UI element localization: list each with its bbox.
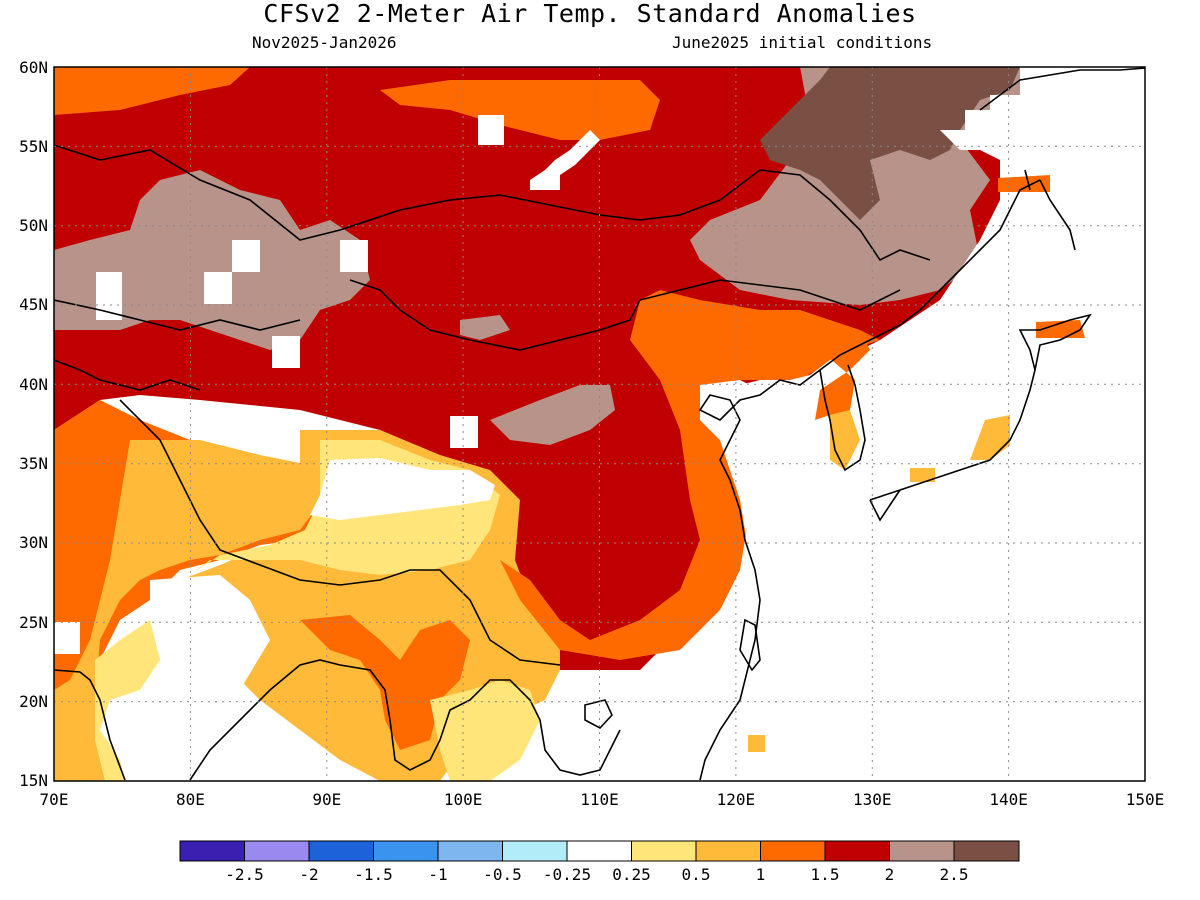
colorbar-swatch — [889, 840, 955, 862]
lake-mask — [478, 115, 504, 145]
lon-tick-label: 140E — [989, 790, 1028, 809]
colorbar-label: -2 — [299, 865, 318, 884]
colorbar-label: 2.5 — [940, 865, 969, 884]
border-russia-mongolia-china — [54, 144, 931, 262]
anomaly-region-1-1p5-china — [490, 290, 880, 660]
anomaly-region-1-1p5-sakhalin-top — [998, 175, 1050, 192]
lake-mask — [232, 240, 260, 272]
chart-title: CFSv2 2-Meter Air Temp. Standard Anomali… — [263, 0, 917, 28]
anomaly-region-1-1p5-baikal — [380, 80, 660, 140]
anomaly-region-neutral-tibet — [310, 458, 495, 520]
colorbar-swatch — [373, 840, 439, 862]
map-frame — [53, 66, 1146, 782]
anomaly-region-0p5-1-west — [54, 440, 330, 781]
colorbar-swatch — [566, 840, 632, 862]
lat-tick-label: 50N — [19, 216, 48, 235]
ocean-mask — [700, 67, 1145, 781]
border-mongolia-china — [349, 279, 901, 351]
coastline-hainan — [584, 699, 613, 729]
anomaly-region-0p25-0p5-indochina — [430, 680, 540, 781]
anomaly-region-0p5-1-japan-top — [970, 415, 1010, 460]
anomaly-region-0p5-1-taiwan-top — [748, 735, 765, 752]
lat-tick-label: 30N — [19, 533, 48, 552]
anomaly-region-2-2p5-taklamakan — [460, 315, 510, 340]
colorbar-label: 0.5 — [682, 865, 711, 884]
colorbar-label: 0.25 — [612, 865, 651, 884]
lat-tick-label: 25N — [19, 613, 48, 632]
colorbar: -2.5 -2 -1.5 -1 -0.5 -0.25 0.25 0.5 1 1.… — [179, 840, 1020, 884]
lat-tick-label: 60N — [19, 58, 48, 77]
initial-conditions: June2025 initial conditions — [672, 33, 933, 52]
lon-tick-label: 70E — [40, 790, 69, 809]
colorbar-swatch — [824, 840, 890, 862]
coastline-south-asia — [54, 659, 621, 781]
colorbar-swatch — [244, 840, 310, 862]
border-central-asia — [54, 299, 301, 391]
lon-tick-label: 120E — [717, 790, 756, 809]
colorbar-label: -2.5 — [225, 865, 264, 884]
lon-tick-label: 80E — [176, 790, 205, 809]
lon-tick-label: 100E — [444, 790, 483, 809]
colorbar-label: -0.5 — [483, 865, 522, 884]
coastline-okhotsk — [979, 67, 1145, 251]
lat-tick-label: 35N — [19, 454, 48, 473]
anomaly-region-above-2p5 — [760, 67, 1020, 220]
colorbar-label: -1 — [428, 865, 447, 884]
lat-tick-label: 40N — [19, 375, 48, 394]
gridlines — [54, 67, 1145, 781]
colorbar-label: -0.25 — [543, 865, 591, 884]
lake-mask — [54, 622, 80, 654]
lake-mask — [450, 416, 478, 448]
anomaly-region-0p25-0p5-india — [95, 620, 160, 781]
colorbar-swatch — [631, 840, 697, 862]
latitude-labels: 15N 20N 25N 30N 35N 40N 45N 50N 55N 60N — [19, 58, 48, 790]
colorbar-label: 2 — [885, 865, 895, 884]
colorbar-label: 1.5 — [811, 865, 840, 884]
anomaly-region-0p5-1-kyushu — [910, 468, 935, 482]
coastline-korea — [819, 364, 866, 472]
colorbar-swatch — [953, 840, 1020, 862]
lake-mask — [340, 240, 368, 272]
coastlines-borders — [54, 67, 1145, 781]
anomaly-shading — [54, 67, 1145, 781]
colorbar-swatch — [760, 840, 826, 862]
colorbar-label: 1 — [756, 865, 766, 884]
lake-mask — [204, 272, 232, 304]
lat-tick-label: 20N — [19, 692, 48, 711]
longitude-labels: 70E 80E 90E 100E 110E 120E 130E 140E 150… — [40, 790, 1165, 809]
colorbar-swatch — [695, 840, 761, 862]
border-china-india — [119, 399, 561, 666]
colorbar-swatch — [308, 840, 374, 862]
anomaly-region-2-2p5-gobi — [490, 385, 615, 445]
anomaly-region-1-1p5-siberia — [54, 67, 250, 115]
anomaly-region-1-1p5-korea-north — [815, 330, 870, 420]
lake-mask — [530, 130, 600, 190]
lat-tick-label: 15N — [19, 771, 48, 790]
forecast-period: Nov2025-Jan2026 — [252, 33, 397, 52]
colorbar-swatch — [437, 840, 503, 862]
lon-tick-label: 110E — [580, 790, 619, 809]
lake-mask — [272, 336, 300, 368]
colorbar-swatch — [179, 840, 245, 862]
coastline-taiwan — [739, 618, 761, 672]
lon-tick-label: 90E — [312, 790, 341, 809]
colorbar-swatch — [502, 840, 568, 862]
lat-tick-label: 45N — [19, 295, 48, 314]
lon-tick-label: 150E — [1126, 790, 1165, 809]
anomaly-region-1-1p5-indochina — [300, 615, 470, 750]
colorbar-label: -1.5 — [354, 865, 393, 884]
coastline-east-asia — [698, 179, 1041, 781]
coastline-japan — [869, 313, 1092, 522]
lon-tick-label: 130E — [853, 790, 892, 809]
lat-tick-label: 55N — [19, 137, 48, 156]
